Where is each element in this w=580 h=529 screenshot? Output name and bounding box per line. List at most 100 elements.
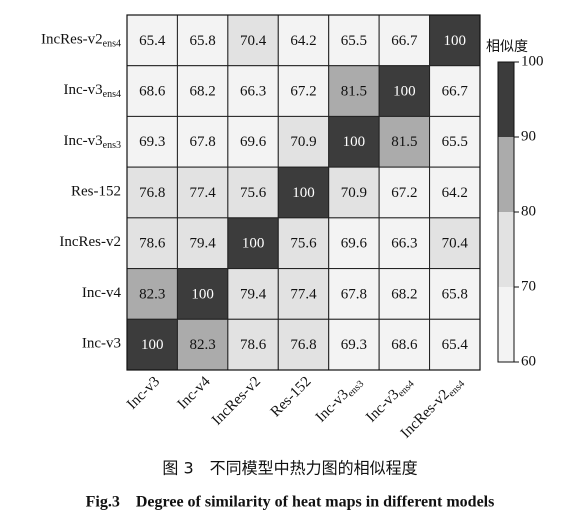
heat-cell: [277, 65, 330, 117]
cell-label: 65.4: [442, 337, 469, 353]
cell-label: 76.8: [290, 337, 316, 353]
cell-label: 67.2: [290, 84, 316, 100]
heat-cell: [227, 268, 279, 320]
heat-cell: [328, 65, 380, 117]
heat-cell: [277, 166, 330, 219]
colorbar-tick-label: 60: [521, 353, 536, 369]
heat-cell: [429, 268, 481, 320]
axis-label: Inc-v4: [82, 285, 122, 301]
colorbar-segment: [498, 62, 514, 137]
cell-label: 100: [393, 84, 416, 100]
label-text: Inc-v3: [64, 133, 103, 149]
axis-label: IncRes-v2ens4: [41, 32, 121, 50]
cell-label: 69.6: [240, 134, 267, 150]
cell-label: 69.3: [139, 134, 165, 150]
cell-label: 65.8: [442, 286, 468, 302]
cell-label: 77.4: [190, 185, 217, 201]
axis-label: Inc-v3: [82, 336, 121, 352]
cell-label: 66.3: [240, 84, 266, 100]
grid-border: [126, 14, 481, 371]
cell-label: 100: [191, 286, 214, 302]
axis-label: Res-152: [268, 374, 315, 421]
heat-cell: [277, 115, 330, 168]
heat-cell: [227, 217, 279, 270]
label-subscript: ens4: [103, 89, 121, 100]
cell-label: 79.4: [190, 236, 217, 252]
cell-label: 79.4: [240, 286, 267, 302]
heat-cell: [378, 65, 431, 117]
heat-cell: [227, 166, 279, 219]
caption-en: Fig.3 Degree of similarity of heat maps …: [86, 494, 495, 511]
cell-label: 65.5: [341, 33, 367, 49]
heat-cell: [176, 268, 229, 320]
cell-label: 65.8: [190, 33, 216, 49]
cell-label: 67.8: [190, 134, 216, 150]
label-text: Inc-v4: [175, 374, 214, 413]
cell-label: 78.6: [240, 337, 267, 353]
colorbar-tick-label: 90: [521, 128, 536, 144]
label-text: IncRes-v2: [59, 235, 121, 251]
cell-label: 100: [242, 236, 265, 252]
cell-label: 69.6: [341, 236, 368, 252]
heat-cell: [429, 14, 481, 67]
cell-label: 68.6: [391, 337, 418, 353]
colorbar-title: 相似度: [486, 39, 528, 55]
heat-cell: [378, 217, 431, 270]
cell-label: 100: [292, 185, 315, 201]
heat-cell: [378, 166, 431, 219]
cell-label: 69.3: [341, 337, 367, 353]
cell-label: 78.6: [139, 236, 166, 252]
cell-label: 67.8: [341, 286, 367, 302]
axis-label: Inc-v3: [124, 374, 163, 413]
axis-label: IncRes-v2: [209, 374, 264, 429]
cell-label: 81.5: [391, 134, 417, 150]
label-text: Res-152: [268, 374, 315, 421]
cell-label: 100: [141, 337, 164, 353]
colorbar-tick-label: 70: [521, 278, 536, 294]
label-text: Inc-v3: [82, 336, 121, 352]
cell-label: 75.6: [290, 236, 317, 252]
heat-cell: [328, 115, 380, 168]
heat-cell: [176, 65, 229, 117]
heat-cell: [277, 318, 330, 371]
cell-label: 70.9: [290, 134, 316, 150]
colorbar-segment: [498, 287, 514, 362]
cell-label: 68.6: [139, 84, 166, 100]
axis-label: Res-152: [71, 184, 121, 200]
cell-label: 82.3: [190, 337, 216, 353]
cell-label: 70.4: [240, 33, 267, 49]
axis-label: IncRes-v2: [59, 235, 121, 251]
label-text: Inc-v4: [82, 285, 122, 301]
heat-cell: [378, 14, 431, 67]
heat-cell: [277, 268, 330, 320]
colorbar-segment: [498, 212, 514, 287]
heat-cell: [126, 166, 178, 219]
heat-cell: [277, 217, 330, 270]
label-text: IncRes-v2: [209, 374, 264, 429]
cell-label: 100: [343, 134, 366, 150]
cell-label: 66.7: [391, 33, 418, 49]
cell-label: 65.4: [139, 33, 166, 49]
heat-cell: [176, 318, 229, 371]
label-text: Inc-v3: [124, 374, 163, 413]
cell-label: 66.7: [442, 84, 469, 100]
cell-label: 66.3: [391, 236, 417, 252]
label-subscript: ens3: [103, 140, 121, 151]
cell-label: 82.3: [139, 286, 165, 302]
cell-label: 77.4: [290, 286, 317, 302]
heat-cell: [328, 217, 380, 270]
cell-label: 70.4: [442, 236, 469, 252]
label-subscript: ens4: [103, 39, 121, 50]
label-text: IncRes-v2: [41, 32, 103, 48]
heat-cell: [126, 217, 178, 270]
cell-label: 67.2: [391, 185, 417, 201]
heat-cell: [126, 318, 178, 371]
axis-label: Inc-v3ens4: [64, 83, 122, 101]
label-text: Res-152: [71, 184, 121, 200]
cell-label: 64.2: [290, 33, 316, 49]
cell-label: 100: [444, 33, 467, 49]
cell-label: 68.2: [391, 286, 417, 302]
cell-label: 70.9: [341, 185, 367, 201]
heat-cell: [429, 65, 481, 117]
